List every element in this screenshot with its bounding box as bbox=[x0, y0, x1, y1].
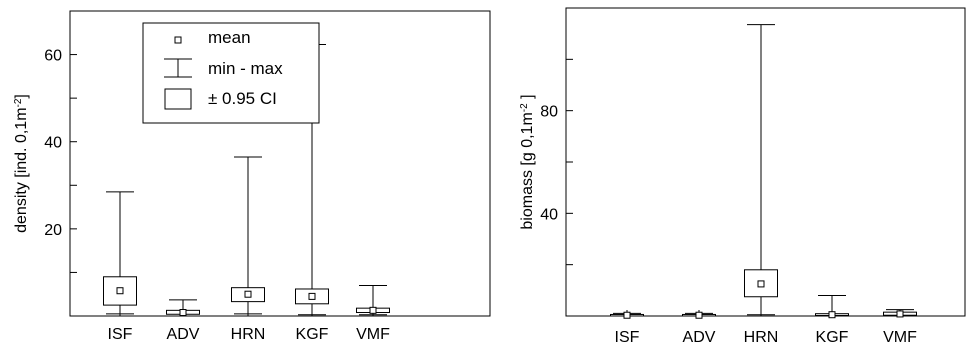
x-tick-label: ISF bbox=[615, 329, 640, 346]
x-tick-label: VMF bbox=[883, 329, 917, 346]
box-adv bbox=[166, 299, 200, 317]
y-tick-label: 40 bbox=[540, 206, 558, 223]
y-tick-label: 60 bbox=[44, 48, 62, 65]
x-tick-label: KGF bbox=[296, 326, 329, 343]
y-axis-title: biomass [g 0,1m-2 ] bbox=[519, 94, 537, 229]
legend-label: min - max bbox=[208, 59, 283, 78]
legend-label: ± 0.95 CI bbox=[208, 89, 277, 108]
y-axis-title: density [ind. 0,1m-2] bbox=[13, 94, 31, 233]
y-tick-label: 40 bbox=[44, 135, 62, 152]
mean-marker bbox=[179, 309, 187, 317]
box-isf bbox=[610, 311, 644, 319]
legend-ci-box bbox=[164, 88, 192, 110]
box-vmf bbox=[356, 285, 390, 316]
mean-marker bbox=[116, 287, 124, 295]
plot-frame bbox=[69, 10, 491, 317]
x-tick-label: ISF bbox=[108, 326, 133, 343]
mean-marker bbox=[828, 311, 836, 319]
x-tick-label: ADV bbox=[683, 329, 716, 346]
box-adv bbox=[682, 311, 716, 319]
legend: mean min - max ± 0.95 CI bbox=[142, 22, 320, 124]
mean-marker bbox=[244, 290, 252, 298]
x-tick-label: ADV bbox=[167, 326, 200, 343]
x-tick-label: HRN bbox=[231, 326, 266, 343]
mean-marker bbox=[369, 306, 377, 314]
mean-marker bbox=[623, 311, 631, 319]
chart-1: 20 40 60 density [ind. 0,1m-2] ISF ADV HRN KGF V… bbox=[13, 10, 491, 343]
legend-mean-marker bbox=[174, 36, 182, 44]
mean-marker bbox=[308, 292, 316, 300]
box-vmf bbox=[883, 309, 917, 318]
mean-marker bbox=[695, 311, 703, 319]
x-tick-label: VMF bbox=[356, 326, 390, 343]
mean-marker bbox=[896, 310, 904, 318]
legend-label: mean bbox=[208, 28, 251, 47]
y-tick-label: 20 bbox=[44, 222, 62, 239]
mean-marker bbox=[757, 280, 765, 288]
x-tick-label: KGF bbox=[816, 329, 849, 346]
box-hrn bbox=[744, 24, 778, 316]
box-hrn bbox=[231, 156, 265, 315]
box-isf bbox=[103, 191, 137, 315]
x-tick-label: HRN bbox=[744, 329, 779, 346]
y-tick-label: 80 bbox=[540, 104, 558, 121]
box-kgf bbox=[815, 294, 849, 319]
